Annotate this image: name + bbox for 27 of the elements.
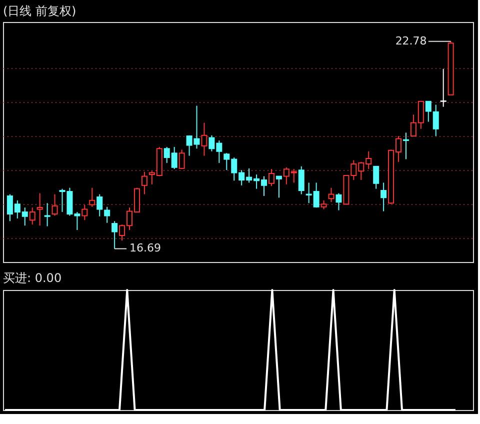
- candlestick: [201, 122, 208, 156]
- candlestick: [380, 182, 387, 212]
- chart-title: (日线 前复权): [3, 4, 76, 18]
- candlestick: [44, 202, 50, 227]
- annotation: 16.69: [130, 242, 162, 255]
- candlestick: [298, 166, 304, 195]
- annotation: 22.78: [395, 34, 427, 48]
- candlestick: [432, 104, 439, 137]
- candlestick: [112, 220, 118, 250]
- candlestick: [336, 192, 342, 211]
- candlestick: [104, 206, 110, 224]
- chart-title: 买进: 0.00: [3, 271, 62, 285]
- candlestick: [96, 194, 103, 217]
- candlestick: [276, 176, 282, 198]
- candlestick: [178, 149, 185, 170]
- candlestick: [36, 192, 43, 226]
- candlestick: [440, 68, 446, 108]
- candlestick: [373, 166, 380, 190]
- candlestick: [29, 207, 36, 226]
- candlestick: [82, 204, 88, 221]
- candlestick: [52, 194, 58, 216]
- candlestick: [328, 187, 334, 203]
- candlestick: [141, 171, 148, 195]
- candlestick: [268, 168, 274, 187]
- candlestick: [425, 100, 432, 122]
- candlestick: [89, 187, 96, 208]
- candlestick: [402, 132, 409, 160]
